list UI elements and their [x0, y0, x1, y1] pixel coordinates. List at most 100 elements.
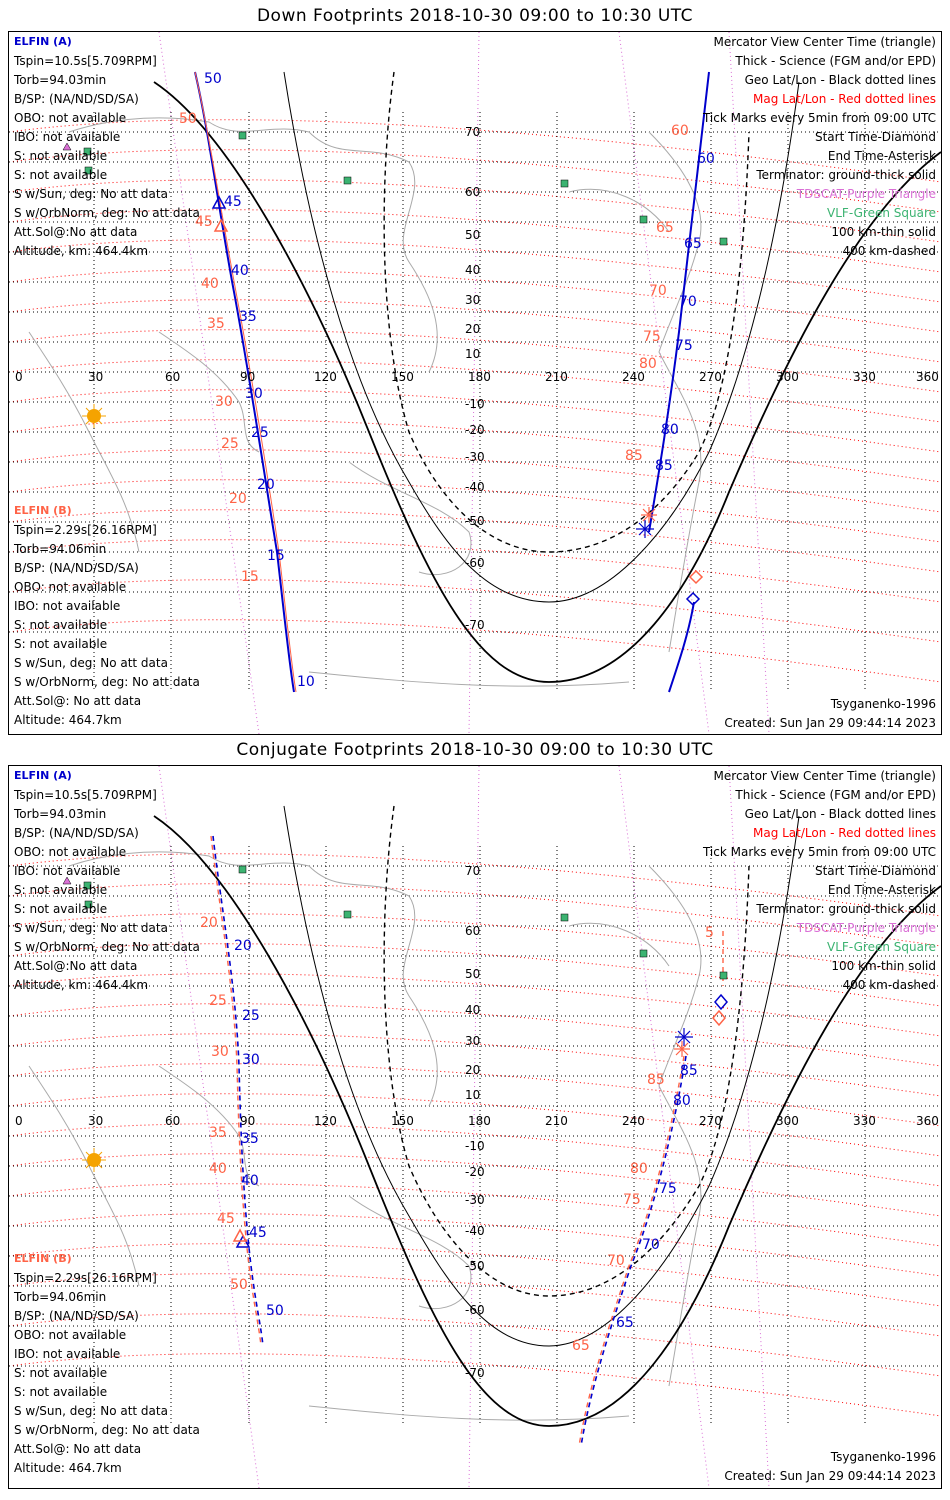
lat-tick: -60 [465, 556, 485, 570]
probe-a-info: ELFIN (A) Tspin=10.5s[5.709RPM] Torb=94.… [14, 35, 200, 258]
tick-label: 75 [659, 1181, 677, 1197]
tick-label: 20 [257, 477, 275, 493]
info-line: B/SP: (NA/ND/SD/SA) [14, 92, 139, 106]
info-line: S w/Sun, deg: No att data [14, 921, 168, 935]
lat-tick: -70 [465, 1366, 485, 1380]
lon-tick: 360 [916, 370, 939, 384]
info-line: IBO: not available [14, 130, 121, 144]
panel-title-down: Down Footprints 2018-10-30 09:00 to 10:3… [256, 6, 694, 26]
lon-tick: 90 [240, 370, 256, 384]
info-line: S: not available [14, 637, 108, 651]
tick-label: 35 [207, 316, 225, 332]
tick-label: 50 [179, 111, 197, 127]
terminator-ground [153, 81, 941, 683]
lat-tick: 30 [465, 293, 481, 307]
info-line: B/SP: (NA/ND/SD/SA) [14, 826, 139, 840]
lat-tick: 50 [465, 967, 481, 981]
tick-label: 10 [297, 674, 315, 690]
lat-tick: 10 [465, 1088, 481, 1102]
probe-a-track-left [212, 835, 264, 1347]
probe-b-start-diamond-icon [688, 569, 704, 585]
legend-item: Mag Lat/Lon - Red dotted lines [752, 92, 936, 106]
tdscat-markers [62, 876, 72, 885]
tick-label: 65 [684, 236, 702, 252]
legend-item: Tick Marks every 5min from 09:00 UTC [702, 845, 936, 859]
tick-label: 40 [209, 1161, 227, 1177]
info-line: Att.Sol@: No att data [14, 1442, 142, 1456]
lon-tick: 270 [699, 370, 722, 384]
info-line: OBO: not available [14, 845, 127, 859]
panel-title-conjugate: Conjugate Footprints 2018-10-30 09:00 to… [236, 740, 714, 760]
legend-item: 400 km-dashed [842, 978, 936, 992]
info-line: Tspin=2.29s[26.16RPM] [14, 1271, 157, 1285]
info-line: Torb=94.03min [14, 807, 107, 821]
legend-item: 400 km-dashed [842, 244, 936, 258]
lat-tick: -20 [465, 423, 485, 437]
info-line: Altitude: 464.7km [14, 1461, 122, 1475]
lon-tick: 30 [88, 1114, 104, 1128]
lon-tick: 270 [699, 1114, 722, 1128]
legend-item: Mercator View Center Time (triangle) [713, 35, 936, 49]
lon-tick: 60 [165, 1114, 181, 1128]
lon-tick: 90 [240, 1114, 256, 1128]
terminator-ground [153, 815, 941, 1427]
lat-tick: -30 [465, 1193, 485, 1207]
lat-tick: -30 [465, 450, 485, 464]
info-line: Torb=94.06min [14, 1290, 107, 1304]
lat-tick: -40 [465, 480, 485, 494]
tick-label: 80 [661, 422, 679, 438]
lat-tick: -10 [465, 1139, 485, 1153]
lat-tick: -60 [465, 1303, 485, 1317]
tick-label: 20 [229, 491, 247, 507]
lon-tick: 330 [853, 370, 876, 384]
probe-b-track-left [210, 835, 262, 1347]
lat-tick: 50 [465, 228, 481, 242]
footprint-map-conjugate [9, 766, 941, 1488]
model-label: Tsyganenko-1996 [830, 1450, 936, 1464]
tick-label: 30 [215, 394, 233, 410]
probe-a-info: ELFIN (A) Tspin=10.5s[5.709RPM] Torb=94.… [14, 769, 200, 992]
info-line: Tspin=10.5s[5.709RPM] [14, 788, 157, 802]
coastlines [28, 117, 702, 687]
legend-item: Terminator: ground-thick solid [756, 168, 936, 182]
tick-label: 45 [224, 194, 242, 210]
tick-label: 65 [616, 1315, 634, 1331]
info-line: OBO: not available [14, 111, 127, 125]
info-line: S: not available [14, 1366, 108, 1380]
lon-tick: 180 [468, 370, 491, 384]
sun-icon [82, 404, 106, 428]
probe-b-end-asterisk-icon [674, 1041, 690, 1057]
lon-tick: 120 [314, 370, 337, 384]
tick-label: 65 [656, 220, 674, 236]
info-line: B/SP: (NA/ND/SD/SA) [14, 561, 139, 575]
terminator-400km [383, 71, 750, 553]
lon-tick: 150 [391, 370, 414, 384]
info-line: OBO: not available [14, 580, 127, 594]
vlf-stations [83, 131, 728, 246]
vlf-stations [83, 865, 728, 980]
probe-b-info: ELFIN (B) Tspin=2.29s[26.16RPM] Torb=94.… [14, 1252, 200, 1475]
tick-label: 85 [625, 448, 643, 464]
tick-label: 70 [679, 294, 697, 310]
geo-grid [9, 846, 941, 1426]
legend-item: TDSCAT-Purple Triangle [796, 921, 936, 935]
info-line: IBO: not available [14, 864, 121, 878]
probe-b-title: ELFIN (B) [14, 1252, 72, 1265]
lat-tick: -70 [465, 618, 485, 632]
tick-label: 20 [200, 915, 218, 931]
footprint-map-down [9, 32, 941, 734]
tick-label: 50 [204, 71, 222, 87]
sun-icon [82, 1148, 106, 1172]
tick-label: 25 [242, 1008, 260, 1024]
tick-label: 30 [242, 1052, 260, 1068]
legend-item: VLF-Green Square [827, 940, 936, 954]
created-label: Created: Sun Jan 29 09:44:14 2023 [724, 716, 936, 730]
geo-grid [9, 112, 941, 692]
tick-label: 15 [267, 548, 285, 564]
legend-item: Start Time-Diamond [814, 864, 936, 878]
tick-label: 25 [251, 425, 269, 441]
legend-item: Tick Marks every 5min from 09:00 UTC [702, 111, 936, 125]
info-line: S w/OrbNorm, deg: No att data [14, 206, 200, 220]
lat-tick: 70 [465, 125, 481, 139]
tick-label: 40 [231, 263, 249, 279]
